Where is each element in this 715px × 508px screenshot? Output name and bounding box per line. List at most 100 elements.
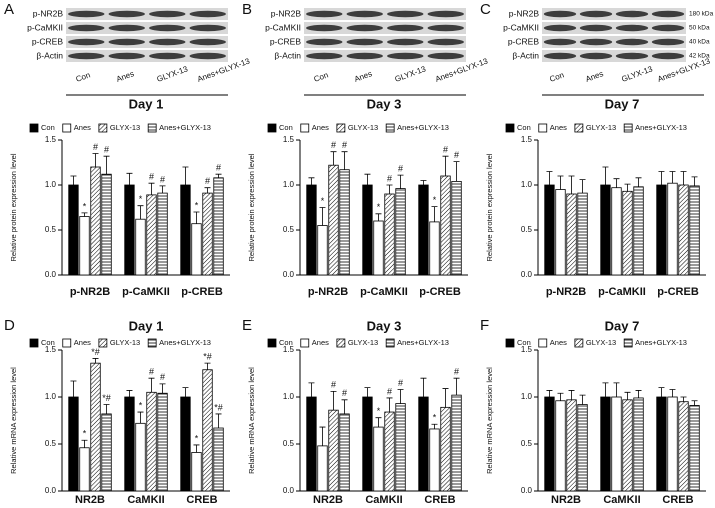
error-bar <box>126 390 133 397</box>
y-tick-label: 0.5 <box>45 439 57 448</box>
blot-band <box>189 10 226 18</box>
blot-band <box>387 52 424 60</box>
y-axis-label: Relative protein expression level <box>247 153 256 261</box>
y-tick-label: 0.5 <box>283 225 295 234</box>
blot-band <box>427 38 464 46</box>
y-tick-label: 0.0 <box>283 486 295 495</box>
panel-label: E <box>242 317 252 334</box>
blot-band <box>346 38 383 46</box>
legend-label: GLYX-13 <box>586 338 616 347</box>
blot-band <box>543 24 577 32</box>
y-tick-label: 1.0 <box>283 180 295 189</box>
error-bar <box>182 166 189 185</box>
blot-strip <box>304 36 466 48</box>
bar <box>135 218 146 276</box>
significance-mark: * <box>377 202 381 212</box>
error-bar <box>137 205 144 220</box>
blot-band <box>346 24 383 32</box>
error-bar <box>70 380 77 397</box>
legend-swatch <box>574 338 584 348</box>
y-tick-label: 1.5 <box>45 345 57 354</box>
blot-band <box>306 52 343 60</box>
error-bar <box>420 180 427 185</box>
legend-label: GLYX-13 <box>110 338 140 347</box>
error-bar <box>546 390 553 397</box>
error-bar <box>557 175 564 190</box>
bar <box>656 184 667 276</box>
bar <box>600 184 611 276</box>
bar <box>135 422 146 492</box>
bar <box>373 220 384 276</box>
error-bar <box>386 184 393 194</box>
bar <box>678 401 689 492</box>
x-tick-label: CREB <box>662 494 693 506</box>
bar <box>418 184 429 276</box>
blot-band <box>579 24 613 32</box>
blot-strip <box>304 8 466 20</box>
legend-label: GLYX-13 <box>348 123 378 132</box>
error-bar <box>420 377 427 397</box>
x-tick-label: p-CaMKII <box>598 286 646 298</box>
lane-label: Con <box>548 70 565 83</box>
bar <box>384 411 395 492</box>
error-bar <box>568 175 575 194</box>
significance-mark: # <box>205 176 210 186</box>
blot-band <box>387 38 424 46</box>
x-tick-label: CaMKII <box>365 494 402 506</box>
error-bar <box>137 411 144 424</box>
bar <box>451 394 462 492</box>
y-axis-label: Relative protein expression level <box>9 153 18 261</box>
bar <box>362 396 373 492</box>
significance-mark: # <box>160 372 165 382</box>
legend-label: Con <box>41 338 55 347</box>
legend-swatch <box>267 123 277 133</box>
blot-label: β-Actin <box>512 50 539 60</box>
bar <box>555 189 566 276</box>
significance-mark: # <box>454 367 459 377</box>
y-axis-label: Relative protein expression level <box>485 153 494 261</box>
blot-label: p-CREB <box>508 36 540 46</box>
legend-swatch <box>147 123 157 133</box>
error-bar <box>193 211 200 224</box>
error-bar <box>215 413 222 429</box>
chart-title: Day 3 <box>367 96 402 111</box>
error-bar <box>691 176 698 186</box>
y-tick-label: 0.0 <box>45 486 57 495</box>
blot-band <box>579 10 613 18</box>
chart-title: Day 3 <box>367 318 402 333</box>
blot-band <box>189 24 226 32</box>
bar <box>328 164 339 276</box>
blot-band <box>651 38 685 46</box>
error-bar <box>92 358 99 364</box>
error-bar <box>442 388 449 408</box>
significance-mark: # <box>398 163 403 173</box>
blot-band <box>543 52 577 60</box>
error-bar <box>397 174 404 189</box>
significance-mark: # <box>331 140 336 150</box>
legend-label: Con <box>279 338 293 347</box>
y-tick-label: 1.0 <box>45 392 57 401</box>
x-tick-label: p-CREB <box>419 286 461 298</box>
legend-label: Anes+GLYX-13 <box>159 338 211 347</box>
significance-mark: # <box>387 386 392 396</box>
blot-band <box>149 10 186 18</box>
lane-label: Anes <box>353 69 373 84</box>
error-bar <box>375 213 382 221</box>
legend-swatch <box>62 338 72 348</box>
bar <box>362 184 373 276</box>
panel-label: F <box>480 317 489 334</box>
bar <box>566 399 577 492</box>
blot-strip <box>304 50 466 62</box>
error-bar <box>330 390 337 411</box>
legend-label: Anes+GLYX-13 <box>397 123 449 132</box>
significance-mark: # <box>93 142 98 152</box>
error-bar <box>70 175 77 185</box>
error-bar <box>204 362 211 370</box>
blot-strip <box>66 22 228 34</box>
legend-label: GLYX-13 <box>586 123 616 132</box>
significance-mark: # <box>387 173 392 183</box>
error-bar <box>397 389 404 404</box>
error-bar <box>386 397 393 413</box>
blot-size: 40 kDa <box>689 39 710 46</box>
bar <box>202 369 213 492</box>
